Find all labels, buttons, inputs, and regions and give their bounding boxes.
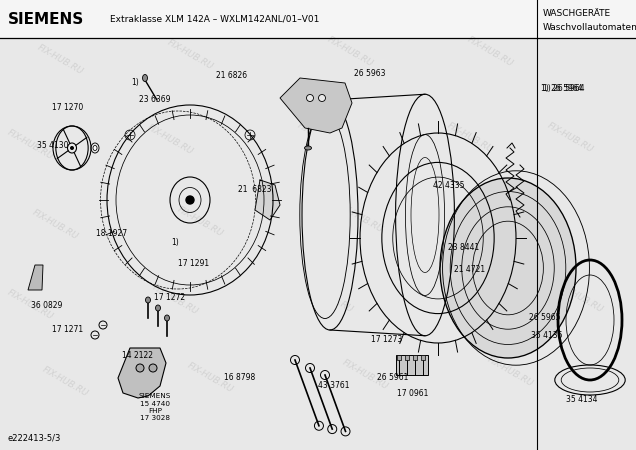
Ellipse shape [165, 315, 170, 321]
Polygon shape [255, 180, 280, 220]
Ellipse shape [142, 75, 148, 81]
Text: FIX-HUB.RU: FIX-HUB.RU [41, 365, 90, 399]
Text: 35 4130: 35 4130 [38, 140, 69, 149]
Text: 26 5963: 26 5963 [354, 69, 386, 78]
Text: 14 2122: 14 2122 [123, 351, 153, 360]
Text: FIX-HUB.RU: FIX-HUB.RU [6, 288, 55, 322]
Bar [0, 0, 636, 38]
Text: FIX-HUB.RU: FIX-HUB.RU [296, 121, 345, 155]
Circle shape [319, 94, 326, 102]
Text: FIX-HUB.RU: FIX-HUB.RU [326, 35, 375, 69]
Text: 1) 26 5964: 1) 26 5964 [541, 85, 583, 94]
Text: FIX-HUB.RU: FIX-HUB.RU [146, 123, 195, 157]
Bar [405, 355, 409, 360]
Circle shape [136, 364, 144, 372]
Text: FIX-HUB.RU: FIX-HUB.RU [6, 128, 55, 162]
Text: 1): 1) [171, 238, 179, 248]
Circle shape [307, 94, 314, 102]
Circle shape [186, 196, 194, 204]
Text: FIX-HUB.RU: FIX-HUB.RU [466, 35, 515, 69]
Bar [413, 355, 417, 360]
Polygon shape [118, 348, 166, 398]
Text: FIX-HUB.RU: FIX-HUB.RU [555, 281, 605, 315]
Text: 43 3761: 43 3761 [318, 382, 350, 391]
Text: FIX-HUB.RU: FIX-HUB.RU [455, 278, 504, 312]
Text: FIX-HUB.RU: FIX-HUB.RU [176, 205, 225, 239]
Bar [396, 355, 428, 375]
Text: 1): 1) [131, 77, 139, 86]
Text: FIX-HUB.RU: FIX-HUB.RU [546, 121, 595, 155]
Bar [421, 355, 425, 360]
Bar [397, 355, 401, 360]
Circle shape [149, 364, 157, 372]
Text: FIX-HUB.RU: FIX-HUB.RU [485, 355, 534, 389]
Text: FIX-HUB.RU: FIX-HUB.RU [476, 201, 525, 235]
Text: Waschvollautomaten: Waschvollautomaten [543, 22, 636, 32]
Text: FIX-HUB.RU: FIX-HUB.RU [186, 361, 235, 395]
Text: 35 4135: 35 4135 [531, 332, 563, 341]
Text: 16 8798: 16 8798 [225, 374, 256, 382]
Text: FIX-HUB.RU: FIX-HUB.RU [31, 208, 80, 242]
Text: 18 1927: 18 1927 [97, 229, 128, 238]
Text: Extraklasse XLM 142A – WXLM142ANL/01–V01: Extraklasse XLM 142A – WXLM142ANL/01–V01 [110, 14, 319, 23]
Circle shape [70, 146, 74, 150]
Text: 21 6826: 21 6826 [216, 72, 247, 81]
Text: 17 1270: 17 1270 [52, 104, 83, 112]
Text: SIEMENS
15 4740
FHP
17 3028: SIEMENS 15 4740 FHP 17 3028 [139, 393, 171, 422]
Ellipse shape [146, 297, 151, 303]
Text: 17 0961: 17 0961 [398, 390, 429, 399]
Text: FIX-HUB.RU: FIX-HUB.RU [36, 43, 85, 77]
Text: 17 1271: 17 1271 [52, 325, 83, 334]
Ellipse shape [93, 145, 97, 150]
Text: 1) 26 5964: 1) 26 5964 [543, 85, 585, 94]
Text: FIX-HUB.RU: FIX-HUB.RU [335, 201, 385, 235]
Text: FIX-HUB.RU: FIX-HUB.RU [305, 281, 354, 315]
Ellipse shape [440, 178, 576, 358]
Polygon shape [28, 265, 43, 290]
Text: WASCHGERÄTE: WASCHGERÄTE [543, 9, 611, 18]
Ellipse shape [155, 305, 160, 311]
Text: FIX-HUB.RU: FIX-HUB.RU [340, 358, 390, 392]
Text: 17 1273: 17 1273 [371, 336, 403, 345]
Text: 17 1291: 17 1291 [179, 258, 210, 267]
Ellipse shape [300, 112, 350, 319]
Text: FIX-HUB.RU: FIX-HUB.RU [445, 121, 495, 155]
Text: 17 1272: 17 1272 [155, 293, 186, 302]
Text: 26 5965: 26 5965 [529, 312, 561, 321]
Ellipse shape [305, 146, 312, 150]
Polygon shape [280, 78, 352, 133]
Text: FIX-HUB.RU: FIX-HUB.RU [151, 283, 200, 317]
Text: 26 5961: 26 5961 [377, 374, 409, 382]
Text: 35 4134: 35 4134 [566, 396, 598, 405]
Text: 23 6369: 23 6369 [139, 95, 170, 104]
Text: e222413-5/3: e222413-5/3 [8, 433, 62, 442]
Text: FIX-HUB.RU: FIX-HUB.RU [165, 38, 214, 72]
Text: 42 4335: 42 4335 [433, 180, 465, 189]
Text: 36 0829: 36 0829 [31, 301, 63, 310]
Text: 21 4721: 21 4721 [455, 266, 485, 274]
Text: 21  6823: 21 6823 [238, 185, 272, 194]
Text: SIEMENS: SIEMENS [8, 12, 84, 27]
Text: 23 8441: 23 8441 [448, 243, 480, 252]
